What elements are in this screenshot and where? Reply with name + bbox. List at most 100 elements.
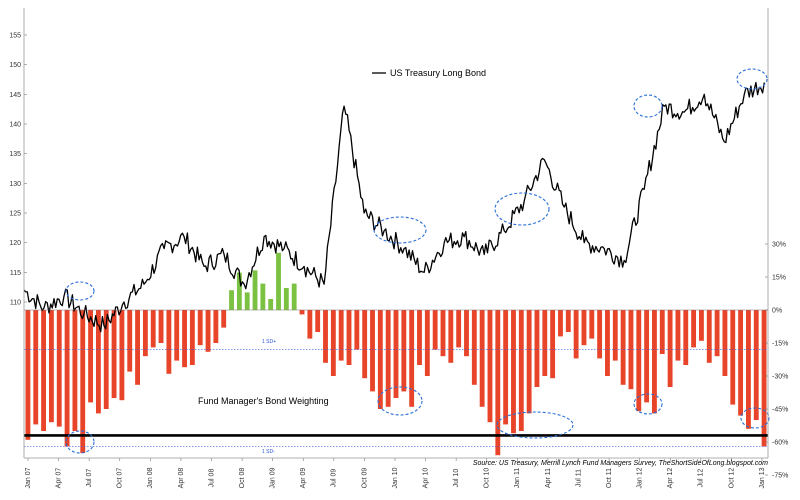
weighting-bar (229, 290, 234, 310)
x-tick-label: Apr 07 (55, 468, 62, 489)
highlight-ellipse (633, 393, 663, 415)
weighting-bar (283, 288, 289, 310)
weighting-bar (409, 310, 415, 407)
weighting-bar (722, 310, 728, 376)
right-tick-label: -75% (772, 473, 788, 480)
right-tick-label: -15% (772, 341, 788, 348)
weighting-bar (706, 310, 712, 363)
highlight-ellipse (65, 281, 95, 301)
x-tick-label: Oct 09 (361, 468, 368, 489)
weighting-bar (346, 310, 352, 365)
x-axis: Jan 07 Apr 07 Jul 07 Oct 07 Jan 08 Apr 08 Jul … (25, 458, 766, 489)
weighting-bar (158, 310, 164, 343)
line-legend: US Treasury Long Bond (372, 68, 486, 78)
weighting-bar (432, 310, 438, 350)
weighting-bar (761, 310, 767, 447)
weighting-bar (605, 310, 610, 376)
weighting-bar (659, 310, 665, 354)
left-tick-label: 120 (9, 240, 21, 247)
weighting-bar (479, 310, 485, 407)
weighting-bar (503, 310, 509, 425)
x-tick-label: Jan 08 (147, 467, 154, 488)
weighting-bar (753, 310, 759, 420)
weighting-bar (41, 310, 47, 431)
weighting-bar (48, 310, 54, 423)
left-tick-label: 135 (9, 151, 21, 158)
weighting-bar (127, 310, 133, 372)
x-tick-label: Apr 11 (545, 468, 552, 488)
weighting-bar (56, 310, 62, 427)
weighting-bar (72, 310, 78, 431)
weighting-bar (550, 310, 556, 379)
weighting-bar (738, 310, 744, 416)
weighting-bar (424, 310, 430, 376)
weighting-bar (189, 310, 195, 365)
x-tick-label: Oct 07 (117, 468, 124, 489)
x-tick-label: Apr 10 (422, 468, 429, 489)
weighting-bar (448, 310, 454, 363)
x-tick-label: Jul 08 (208, 469, 215, 488)
weighting-bar (573, 310, 579, 359)
weighting-bar (495, 310, 501, 456)
weighting-bar (464, 310, 469, 357)
bar-legend-label: Fund Manager's Bond Weighting (198, 396, 329, 406)
sd-upper-label: 1 SD+ (262, 339, 276, 345)
weighting-bar (323, 310, 328, 363)
weighting-bar (393, 310, 399, 398)
weighting-bar (205, 310, 211, 352)
x-tick-label: Apr 09 (300, 468, 307, 489)
line-series-layer (23, 81, 765, 333)
highlight-ellipse (496, 411, 574, 439)
right-tick-label: 0% (772, 308, 782, 315)
right-tick-label: 30% (772, 242, 786, 249)
weighting-bar (95, 310, 101, 414)
weighting-bar (558, 310, 563, 337)
highlight-ellipse (65, 430, 95, 454)
weighting-bar (135, 310, 140, 385)
weighting-bar (236, 272, 242, 310)
weighting-bar (612, 310, 618, 361)
left-tick-label: 110 (10, 300, 21, 307)
x-tick-label: Jan 09 (270, 467, 277, 488)
weighting-bar (401, 310, 407, 392)
source-note: Source: US Treasury, Merrill Lynch Fund … (473, 460, 768, 467)
weighting-bar (471, 310, 477, 385)
x-tick-label: Jul 12 (698, 469, 705, 488)
weighting-bar (440, 310, 446, 357)
weighting-bar (487, 310, 493, 423)
highlight-ellipse (494, 192, 550, 226)
weighting-bar (542, 310, 548, 376)
left-y-axis: 110 115 120 125 130 135 140 145 150 155 (9, 33, 27, 307)
x-tick-label: Jan 10 (392, 467, 399, 488)
weighting-bar (385, 310, 391, 407)
weighting-bar (699, 310, 704, 341)
right-tick-label: -60% (772, 440, 788, 447)
weighting-bar (182, 310, 187, 368)
weighting-bar (691, 310, 697, 348)
reference-lines (24, 349, 768, 447)
weighting-bar (252, 270, 258, 310)
weighting-bar (620, 310, 626, 385)
weighting-bar (534, 310, 540, 387)
weighting-bar (683, 310, 689, 365)
weighting-bar (354, 310, 360, 350)
weighting-bar (291, 283, 297, 310)
weighting-bar (511, 310, 516, 434)
weighting-bar (166, 310, 172, 374)
weighting-bar (268, 299, 274, 310)
weighting-bar (589, 310, 595, 339)
weighting-bar (25, 310, 31, 440)
left-tick-label: 155 (9, 33, 21, 40)
weighting-bar (142, 310, 148, 357)
weighting-bar (370, 310, 375, 392)
weighting-bar (103, 310, 109, 409)
bond-price-line (23, 81, 765, 333)
weighting-bar (652, 310, 657, 414)
x-tick-label: Jul 10 (453, 469, 460, 488)
right-y-axis: 30% 15% 0% -15% -30% -45% -60% -75% (765, 242, 788, 480)
weighting-bar (174, 310, 180, 361)
right-tick-label: -30% (772, 374, 788, 381)
weighting-bar (730, 310, 736, 405)
left-tick-label: 130 (9, 181, 21, 188)
